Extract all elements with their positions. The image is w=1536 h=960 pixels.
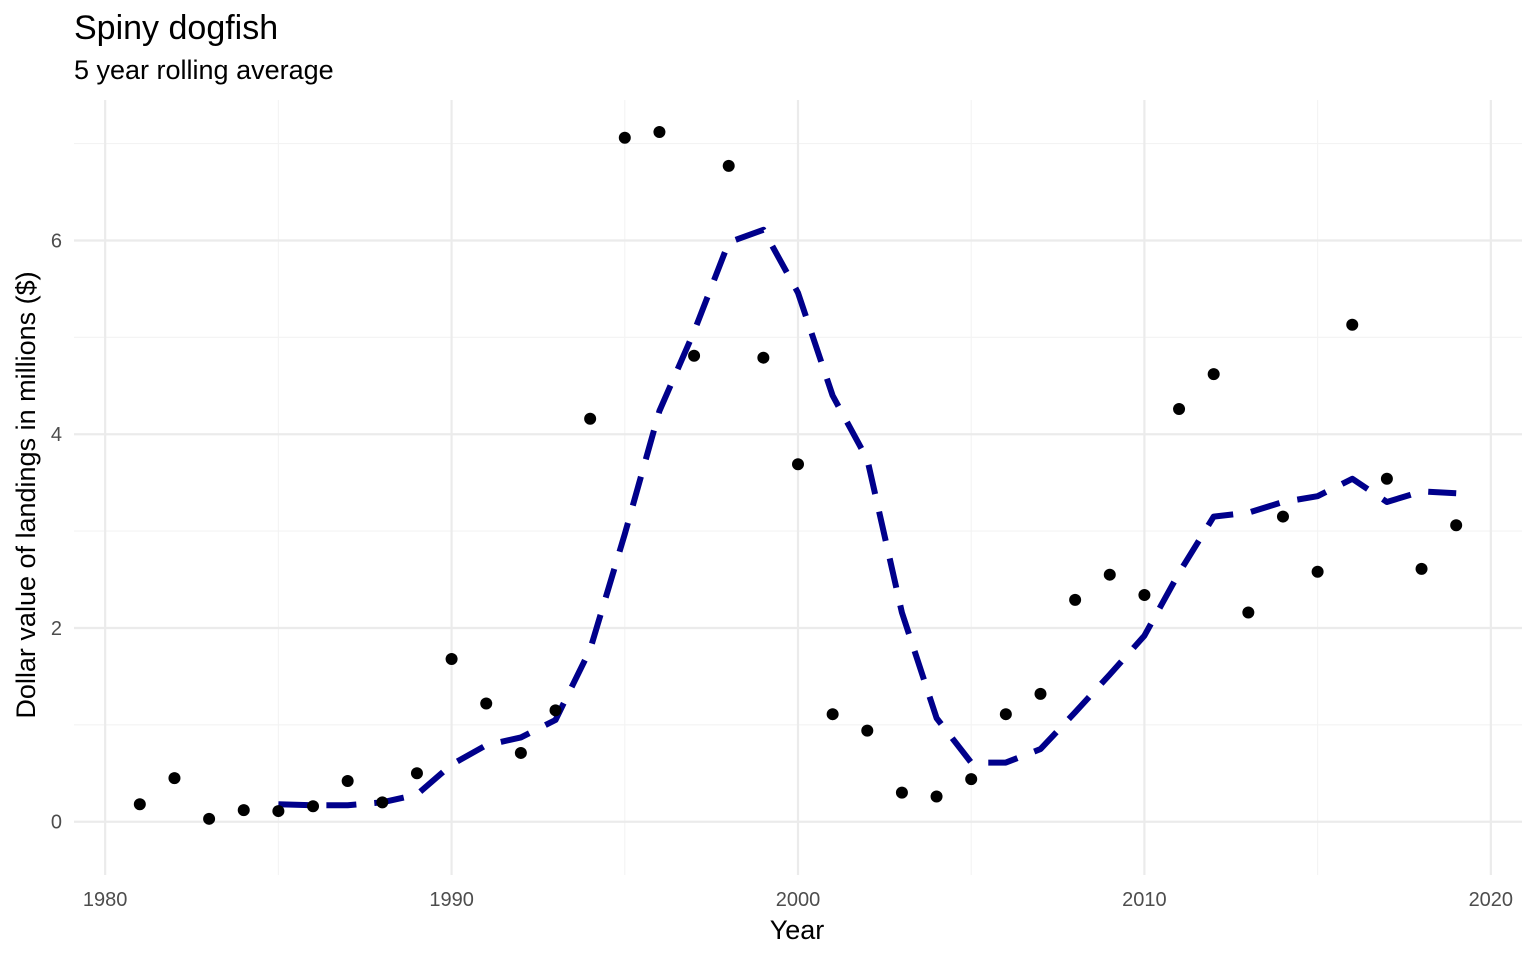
data-point	[930, 790, 943, 803]
data-point	[549, 704, 562, 717]
x-tick-label: 2020	[1469, 889, 1514, 911]
data-point	[1173, 403, 1186, 416]
data-point	[1346, 318, 1359, 331]
data-point	[272, 805, 285, 818]
data-point	[480, 697, 493, 710]
data-point	[237, 804, 250, 817]
x-tick-label: 2010	[1122, 889, 1167, 911]
data-point	[1138, 589, 1151, 602]
data-point	[722, 159, 735, 172]
x-tick-label: 2000	[776, 889, 821, 911]
data-point	[688, 349, 701, 362]
data-point	[757, 351, 770, 364]
data-point	[1069, 593, 1082, 606]
data-point	[1415, 562, 1428, 575]
data-point	[203, 812, 216, 825]
data-point	[895, 786, 908, 799]
data-point	[307, 800, 320, 813]
major-gridlines	[74, 100, 1522, 875]
y-tick-label: 2	[51, 618, 62, 640]
data-point	[514, 746, 527, 759]
data-point	[792, 458, 804, 471]
data-point	[618, 131, 631, 144]
data-point	[1311, 565, 1324, 578]
x-axis-title: Year	[770, 915, 825, 945]
data-point	[861, 724, 874, 737]
y-axis-ticks: 0 2 4 6	[51, 230, 62, 833]
rolling-average-line	[278, 226, 1457, 809]
data-point	[1380, 472, 1393, 485]
rolling-average-line-layer	[278, 226, 1457, 809]
data-point	[1034, 687, 1047, 700]
data-point	[410, 767, 423, 780]
y-tick-label: 4	[51, 424, 62, 446]
y-tick-label: 0	[51, 812, 62, 834]
data-point	[999, 708, 1012, 721]
data-point	[1450, 519, 1463, 532]
data-point	[168, 772, 181, 785]
data-point	[1103, 568, 1116, 581]
data-point	[133, 798, 146, 811]
data-point	[653, 125, 666, 138]
chart-title: Spiny dogfish	[74, 9, 278, 47]
data-point	[1207, 368, 1220, 381]
data-point	[584, 412, 597, 425]
y-tick-label: 6	[51, 230, 62, 252]
data-point	[965, 773, 978, 786]
data-point	[376, 796, 389, 809]
data-point	[1242, 606, 1255, 619]
x-tick-label: 1990	[429, 889, 474, 911]
data-point	[1276, 510, 1289, 523]
chart-subtitle: 5 year rolling average	[74, 55, 334, 85]
y-axis-title: Dollar value of landings in millions ($)	[11, 271, 41, 718]
data-point	[341, 775, 354, 788]
x-tick-label: 1980	[83, 889, 128, 911]
data-points-layer	[133, 125, 1463, 825]
x-axis-ticks: 1980 1990 2000 2010 2020	[83, 889, 1513, 911]
data-point	[445, 652, 458, 665]
data-point	[826, 708, 839, 721]
